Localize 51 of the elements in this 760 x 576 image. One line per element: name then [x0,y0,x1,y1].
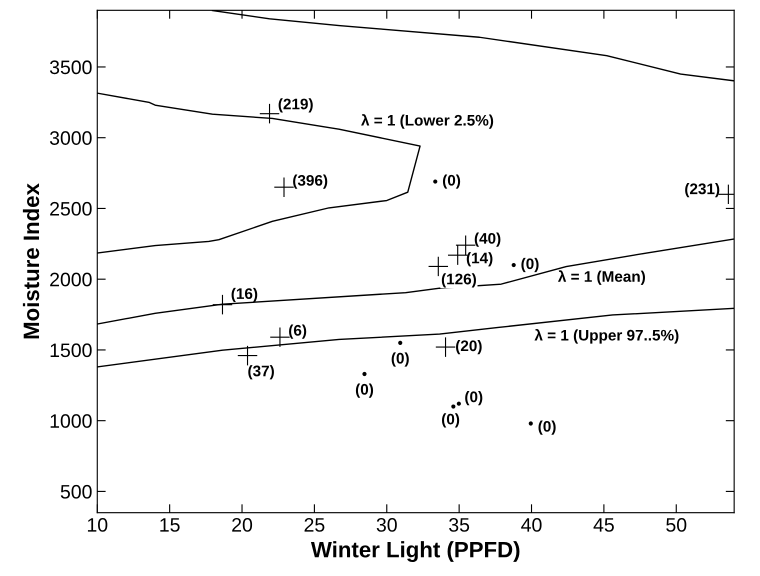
annotation: (0) [538,420,556,435]
x-tick-label: 50 [666,518,686,532]
annotation: (16) [232,288,258,302]
annotation: (6) [289,324,306,339]
y-tick-label: 2500 [50,202,92,216]
y-axis-title: Moisture Index [22,183,40,338]
point [512,262,516,268]
annotation: (126) [442,273,476,288]
annotation: (20) [456,340,482,354]
point [433,179,438,184]
y-tick-label: 2000 [50,272,92,286]
annotation: (0) [442,413,460,428]
y-tick-label: 1500 [50,343,92,358]
x-axis-title: Winter Light (PPFD) [310,541,520,562]
x-tick-label: 10 [88,518,108,532]
point [528,421,533,426]
annotation: (0) [521,258,539,272]
annotation: (37) [248,365,274,380]
annotation: (231) [685,183,720,198]
x-tick-label: 15 [160,518,180,532]
point [451,404,456,409]
point [456,402,461,406]
x-tick-label: 20 [232,518,252,532]
point [274,176,294,198]
y-tick-label: 3000 [50,131,92,145]
annotation: λ = 1 (Mean) [558,270,645,285]
y-tick-label: 500 [60,484,92,499]
point [259,103,280,124]
annotation: (0) [392,352,409,367]
y-tick-label: 3500 [50,60,92,74]
annotation: (14) [466,252,492,266]
point [435,336,456,358]
annotation: (219) [278,98,313,112]
annotation: (396) [293,174,328,189]
x-tick-label: 35 [449,518,470,532]
annotation: λ = 1 (Lower 2.5%) [361,114,494,129]
point [362,372,367,376]
x-tick-label: 25 [304,518,324,532]
x-tick-label: 40 [521,518,542,532]
point [212,294,233,315]
annotation: λ = 1 (Upper 97..5%) [534,329,678,344]
x-tick-label: 30 [376,518,397,532]
annotation: (0) [465,391,482,406]
annotation: (0) [442,174,460,189]
y-tick-label: 1000 [50,414,92,428]
annotation: (40) [474,232,500,247]
annotation: (0) [356,384,374,398]
point [270,326,290,348]
point [398,340,402,345]
x-tick-label: 45 [594,518,614,532]
point [237,345,258,366]
